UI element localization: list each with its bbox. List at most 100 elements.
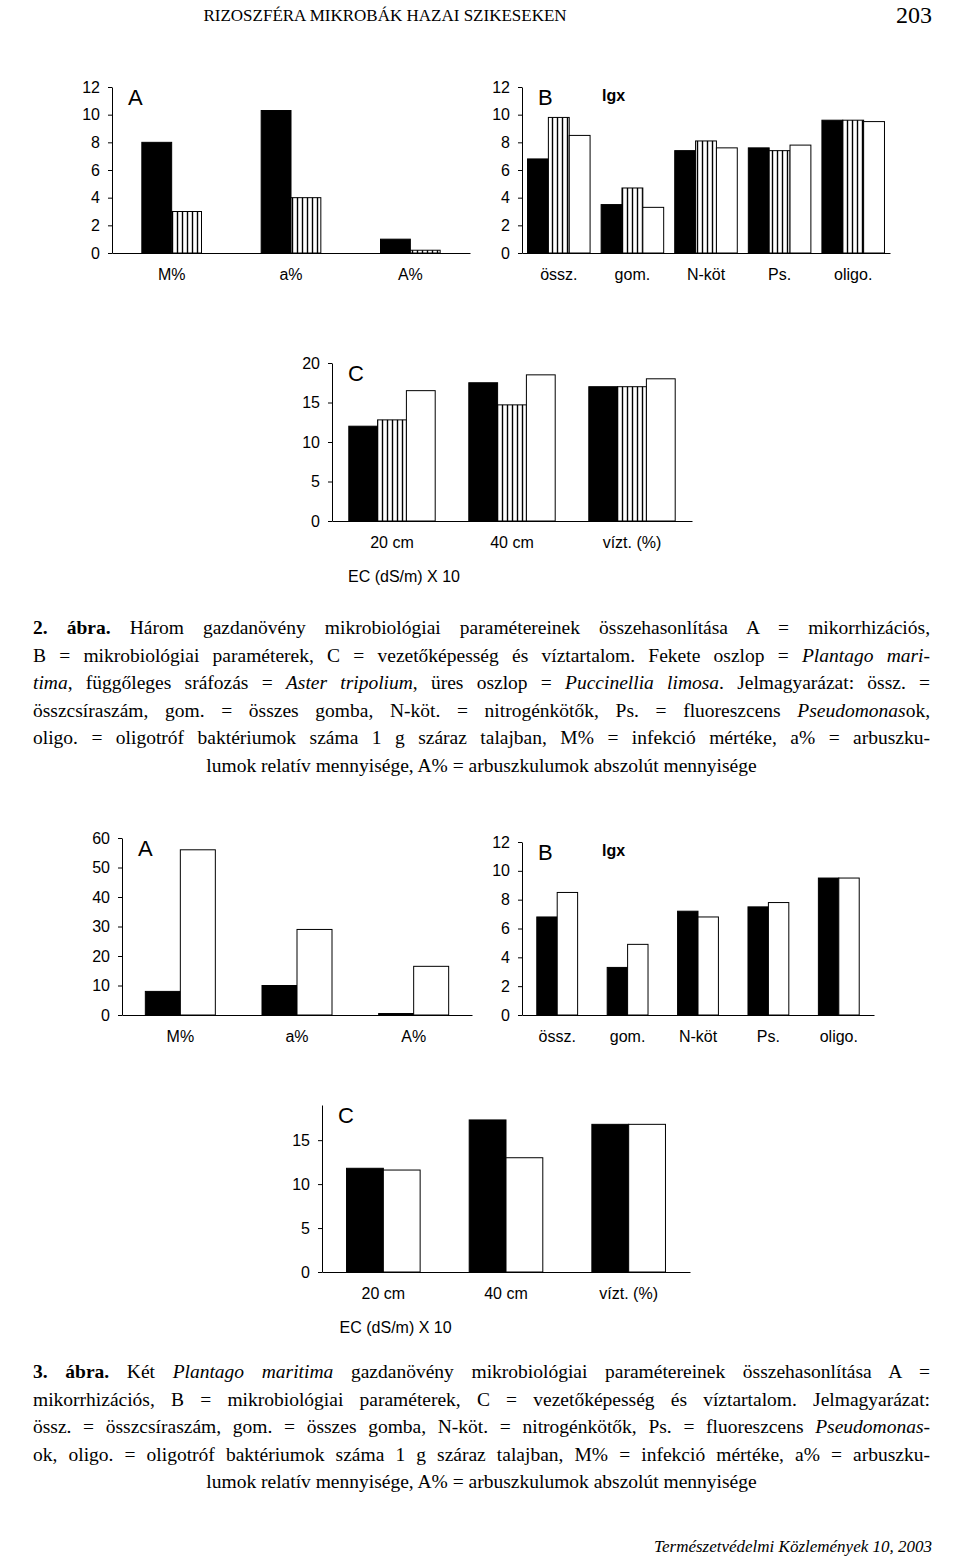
caption-text: össz. = összcsíraszám, gom. = összes gom…	[33, 1416, 815, 1437]
y-axis: 0102030405060	[92, 830, 122, 1024]
x-tick-label: oligo.	[820, 1028, 858, 1045]
bar	[839, 878, 859, 1015]
x-tick: 40 cm	[484, 1272, 528, 1302]
y-tick-label: 5	[311, 473, 320, 490]
y-tick-mark	[518, 1015, 522, 1016]
x-tick: A%	[401, 1015, 426, 1045]
bar-chart: 024681012össz.gom.N-kötPs.oligo.Blgx	[492, 79, 890, 284]
y-tick-mark	[118, 868, 122, 869]
caption-line: lumok relatív mennyisége, A% = arbuszkul…	[33, 1468, 930, 1496]
caption-text: B = mikrobiológiai paraméterek, C = veze…	[33, 645, 802, 666]
caption-text: Puccinellia limosa	[565, 672, 719, 693]
bar	[297, 929, 332, 1015]
y-tick-label: 5	[301, 1220, 310, 1237]
y-tick-mark	[118, 1015, 122, 1016]
y-tick-mark	[108, 253, 112, 254]
y-axis-line	[122, 839, 123, 1016]
y-tick-label: 12	[492, 79, 510, 96]
y-tick: 2	[501, 217, 522, 234]
bar	[569, 135, 590, 253]
x-axis-line	[113, 253, 471, 254]
y-tick-label: 8	[91, 134, 100, 151]
caption-text: Pseudomonas	[797, 700, 905, 721]
bar	[716, 148, 737, 253]
caption-text: , üres oszlop =	[413, 672, 565, 693]
page-number: 203	[896, 2, 932, 29]
bar	[349, 426, 378, 521]
y-tick-label: 0	[301, 1264, 310, 1281]
bar	[748, 907, 768, 1015]
y-tick-label: 10	[82, 106, 100, 123]
caption-line: összcsíraszám, gom. = összes gomba, N-kö…	[33, 697, 930, 725]
y-tick-mark	[118, 927, 122, 928]
y-tick-mark	[518, 225, 522, 226]
bar-chart: 024681012össz.gom.N-kötPs.oligo.Blgx	[492, 834, 874, 1046]
caption-text: Pseudomonas-	[815, 1416, 930, 1437]
panel-title: A	[138, 836, 153, 861]
y-tick-mark	[108, 87, 112, 88]
bar-chart: 05101520 cm40 cmvízt. (%)CEC (dS/m) X 10	[292, 1103, 690, 1336]
bar	[678, 911, 698, 1015]
y-tick-label: 6	[91, 162, 100, 179]
x-tick-label: N-köt	[679, 1028, 718, 1045]
x-tick-label: A%	[401, 1028, 426, 1045]
y-tick: 4	[501, 949, 522, 966]
x-tick: M%	[158, 253, 186, 283]
bar-chart: 0510152020 cm40 cmvízt. (%)CEC (dS/m) X …	[302, 355, 692, 585]
bar	[526, 375, 555, 521]
bar	[410, 250, 440, 253]
bar	[261, 111, 291, 253]
x-tick: vízt. (%)	[599, 1272, 658, 1302]
y-tick: 4	[501, 189, 522, 206]
caption-line: tima, függőleges sráfozás = Aster tripol…	[33, 669, 930, 697]
bar	[769, 151, 790, 253]
x-tick-label: 20 cm	[370, 534, 414, 551]
y-axis-line	[322, 1106, 323, 1273]
y-tick-label: 10	[292, 1176, 310, 1193]
y-tick-label: 12	[82, 79, 100, 96]
bar	[406, 391, 435, 521]
y-tick: 6	[501, 920, 522, 937]
caption-text: . Jelmagyarázat: össz. =	[719, 672, 930, 693]
caption-line: ok, oligo. = oligotróf baktériumok száma…	[33, 1441, 930, 1469]
x-tick: a%	[285, 1015, 308, 1045]
y-tick: 8	[91, 134, 112, 151]
y-tick-mark	[318, 1272, 322, 1273]
caption-line: lumok relatív mennyisége, A% = arbuszkul…	[33, 752, 930, 780]
x-axis: 20 cm 40 cm vízt. (%)	[323, 1272, 691, 1302]
y-tick: 0	[301, 1264, 322, 1281]
x-axis: M%a%A%	[123, 1015, 473, 1045]
plot-area	[347, 1120, 666, 1272]
y-tick-label: 8	[501, 134, 510, 151]
y-tick: 6	[501, 162, 522, 179]
figure-canvas: 024681012M%a%A%A024681012össz.gom.N-kötP…	[0, 0, 960, 1561]
running-head: RIZOSZFÉRA MIKROBÁK HAZAI SZIKESEKEN	[0, 6, 770, 26]
y-tick-mark	[328, 521, 332, 522]
y-tick-label: 60	[92, 830, 110, 847]
y-tick-mark	[108, 170, 112, 171]
y-tick-mark	[518, 929, 522, 930]
bar	[537, 917, 557, 1015]
y-tick-mark	[518, 170, 522, 171]
x-tick: 20 cm	[362, 1272, 406, 1302]
x-axis-line	[523, 1015, 875, 1016]
y-tick-mark	[118, 897, 122, 898]
y-tick: 12	[492, 834, 522, 851]
caption-text: lumok relatív mennyisége, A% = arbuszkul…	[206, 1471, 756, 1492]
bar-chart: 024681012M%a%A%A	[82, 79, 470, 284]
figure-caption: 3. ábra. Két Plantago maritima gazdanövé…	[33, 1358, 930, 1496]
bar	[548, 117, 569, 253]
y-axis: 024681012	[492, 834, 522, 1024]
caption-line: 3. ábra. Két Plantago maritima gazdanövé…	[33, 1358, 930, 1386]
y-tick-label: 4	[501, 189, 510, 206]
y-tick-label: 2	[501, 217, 510, 234]
bar	[622, 188, 643, 253]
caption-text: mikorrhizációs, B = mikrobiológiai param…	[33, 1389, 930, 1410]
y-tick: 8	[501, 891, 522, 908]
bar	[646, 379, 675, 521]
y-tick-mark	[518, 957, 522, 958]
x-tick-label: 20 cm	[362, 1285, 406, 1302]
caption-text: összcsíraszám, gom. = összes gomba, N-kö…	[33, 700, 797, 721]
bar-series	[172, 198, 441, 253]
figure-caption: 2. ábra. Három gazdanövény mikrobiológia…	[33, 614, 930, 780]
